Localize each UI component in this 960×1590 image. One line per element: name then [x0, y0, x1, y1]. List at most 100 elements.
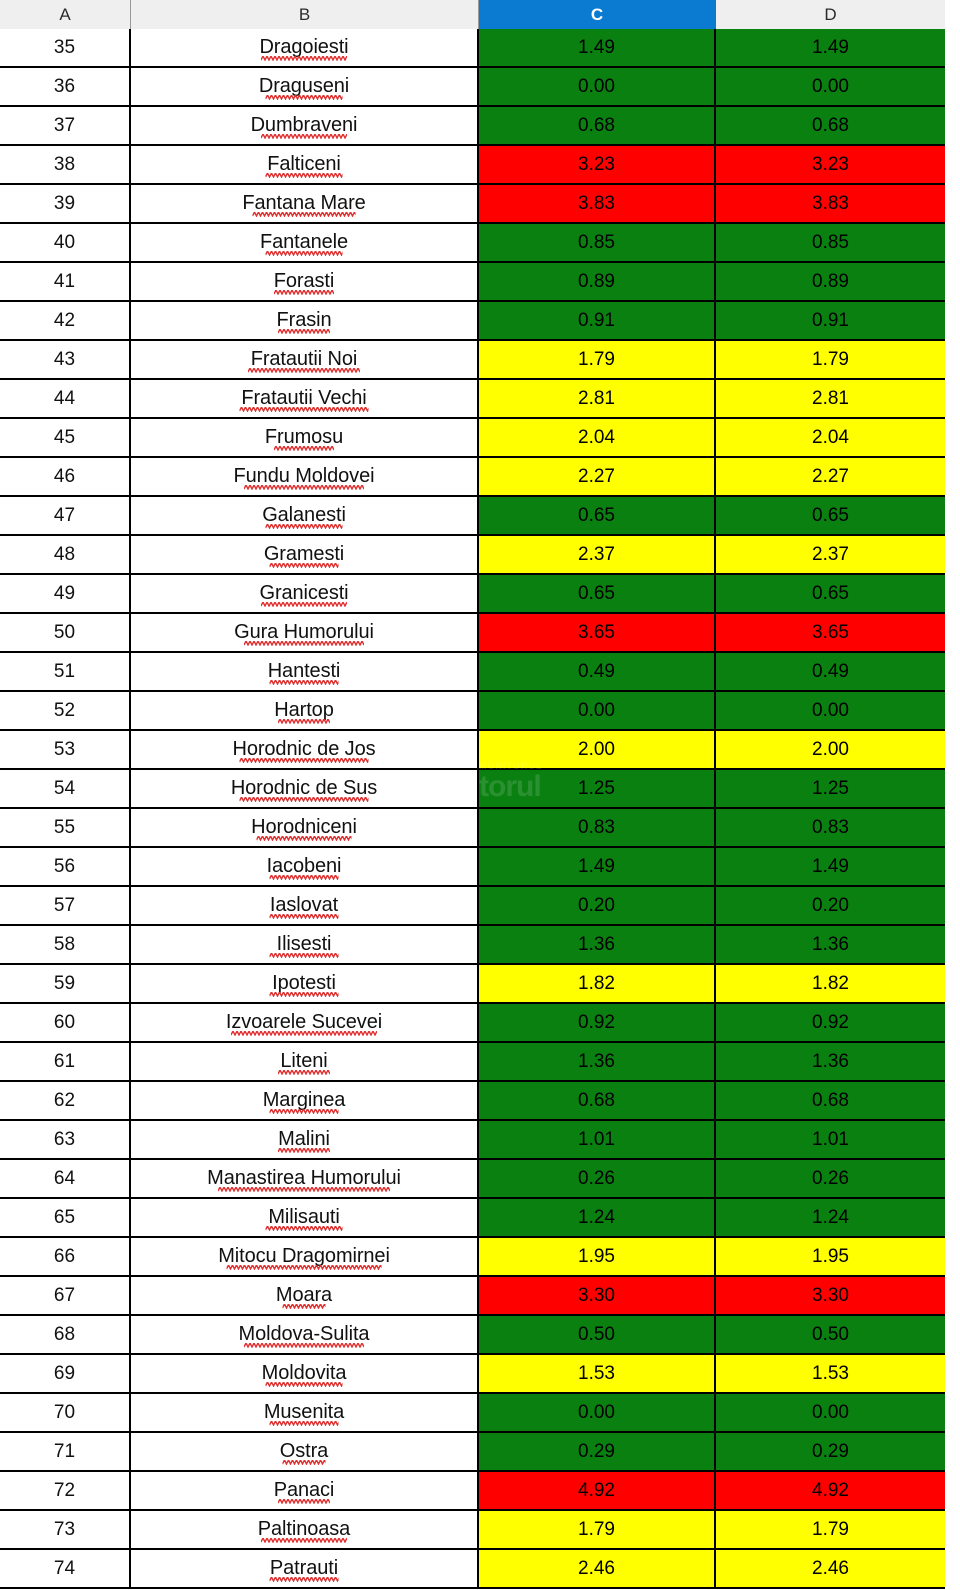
row-header-cell[interactable]: 58: [0, 926, 131, 965]
locality-name-cell[interactable]: Horodniceni: [131, 809, 479, 848]
value-cell-c[interactable]: 1.95: [479, 1238, 716, 1277]
table-row[interactable]: 54 Horodnic de Sus 1.25 1.25: [0, 770, 960, 809]
table-row[interactable]: 46 Fundu Moldovei 2.27 2.27: [0, 458, 960, 497]
table-row[interactable]: 61 Liteni 1.36 1.36: [0, 1043, 960, 1082]
value-cell-c[interactable]: 0.49: [479, 653, 716, 692]
column-header-c[interactable]: C: [479, 0, 716, 29]
row-header-cell[interactable]: 50: [0, 614, 131, 653]
row-header-cell[interactable]: 45: [0, 419, 131, 458]
value-cell-c[interactable]: 2.00: [479, 731, 716, 770]
value-cell-c[interactable]: 2.27: [479, 458, 716, 497]
row-header-cell[interactable]: 39: [0, 185, 131, 224]
value-cell-d[interactable]: 1.79: [716, 341, 945, 380]
table-row[interactable]: 62 Marginea 0.68 0.68: [0, 1082, 960, 1121]
value-cell-d[interactable]: 0.65: [716, 575, 945, 614]
row-header-cell[interactable]: 59: [0, 965, 131, 1004]
value-cell-c[interactable]: 1.49: [479, 848, 716, 887]
table-row[interactable]: 40 Fantanele 0.85 0.85: [0, 224, 960, 263]
value-cell-c[interactable]: 1.24: [479, 1199, 716, 1238]
locality-name-cell[interactable]: Ostra: [131, 1433, 479, 1472]
locality-name-cell[interactable]: Galanesti: [131, 497, 479, 536]
value-cell-c[interactable]: 3.65: [479, 614, 716, 653]
table-row[interactable]: 50 Gura Humorului 3.65 3.65: [0, 614, 960, 653]
table-row[interactable]: 74 Patrauti 2.46 2.46: [0, 1550, 960, 1589]
locality-name-cell[interactable]: Granicesti: [131, 575, 479, 614]
row-header-cell[interactable]: 40: [0, 224, 131, 263]
value-cell-d[interactable]: 0.20: [716, 887, 945, 926]
table-row[interactable]: 60 Izvoarele Sucevei 0.92 0.92: [0, 1004, 960, 1043]
value-cell-c[interactable]: 2.37: [479, 536, 716, 575]
table-row[interactable]: 45 Frumosu 2.04 2.04: [0, 419, 960, 458]
value-cell-c[interactable]: 1.25: [479, 770, 716, 809]
locality-name-cell[interactable]: Mitocu Dragomirnei: [131, 1238, 479, 1277]
row-header-cell[interactable]: 44: [0, 380, 131, 419]
row-header-cell[interactable]: 71: [0, 1433, 131, 1472]
locality-name-cell[interactable]: Dumbraveni: [131, 107, 479, 146]
locality-name-cell[interactable]: Fantanele: [131, 224, 479, 263]
row-header-cell[interactable]: 63: [0, 1121, 131, 1160]
locality-name-cell[interactable]: Iacobeni: [131, 848, 479, 887]
table-row[interactable]: 67 Moara 3.30 3.30: [0, 1277, 960, 1316]
value-cell-c[interactable]: 1.53: [479, 1355, 716, 1394]
row-header-cell[interactable]: 68: [0, 1316, 131, 1355]
value-cell-d[interactable]: 2.81: [716, 380, 945, 419]
value-cell-c[interactable]: 1.82: [479, 965, 716, 1004]
table-row[interactable]: 36 Draguseni 0.00 0.00: [0, 68, 960, 107]
table-row[interactable]: 69 Moldovita 1.53 1.53: [0, 1355, 960, 1394]
row-header-cell[interactable]: 48: [0, 536, 131, 575]
value-cell-c[interactable]: 1.36: [479, 1043, 716, 1082]
locality-name-cell[interactable]: Marginea: [131, 1082, 479, 1121]
value-cell-c[interactable]: 0.00: [479, 68, 716, 107]
table-row[interactable]: 41 Forasti 0.89 0.89: [0, 263, 960, 302]
value-cell-c[interactable]: 0.20: [479, 887, 716, 926]
locality-name-cell[interactable]: Hantesti: [131, 653, 479, 692]
value-cell-c[interactable]: 3.23: [479, 146, 716, 185]
locality-name-cell[interactable]: Fratautii Vechi: [131, 380, 479, 419]
value-cell-c[interactable]: 0.68: [479, 1082, 716, 1121]
value-cell-c[interactable]: 0.26: [479, 1160, 716, 1199]
locality-name-cell[interactable]: Moara: [131, 1277, 479, 1316]
value-cell-d[interactable]: 2.27: [716, 458, 945, 497]
table-row[interactable]: 37 Dumbraveni 0.68 0.68: [0, 107, 960, 146]
locality-name-cell[interactable]: Dragoiesti: [131, 29, 479, 68]
value-cell-d[interactable]: 2.00: [716, 731, 945, 770]
table-row[interactable]: 51 Hantesti 0.49 0.49: [0, 653, 960, 692]
locality-name-cell[interactable]: Ilisesti: [131, 926, 479, 965]
row-header-cell[interactable]: 74: [0, 1550, 131, 1589]
table-row[interactable]: 55 Horodniceni 0.83 0.83: [0, 809, 960, 848]
value-cell-d[interactable]: 0.50: [716, 1316, 945, 1355]
table-row[interactable]: 59 Ipotesti 1.82 1.82: [0, 965, 960, 1004]
row-header-cell[interactable]: 73: [0, 1511, 131, 1550]
value-cell-c[interactable]: 0.85: [479, 224, 716, 263]
locality-name-cell[interactable]: Patrauti: [131, 1550, 479, 1589]
value-cell-d[interactable]: 0.68: [716, 107, 945, 146]
value-cell-d[interactable]: 3.65: [716, 614, 945, 653]
value-cell-c[interactable]: 2.46: [479, 1550, 716, 1589]
column-header-d[interactable]: D: [716, 0, 945, 29]
table-row[interactable]: 56 Iacobeni 1.49 1.49: [0, 848, 960, 887]
row-header-cell[interactable]: 57: [0, 887, 131, 926]
value-cell-d[interactable]: 1.53: [716, 1355, 945, 1394]
table-row[interactable]: 58 Ilisesti 1.36 1.36: [0, 926, 960, 965]
value-cell-c[interactable]: 0.91: [479, 302, 716, 341]
value-cell-c[interactable]: 0.68: [479, 107, 716, 146]
row-header-cell[interactable]: 62: [0, 1082, 131, 1121]
row-header-cell[interactable]: 38: [0, 146, 131, 185]
table-row[interactable]: 63 Malini 1.01 1.01: [0, 1121, 960, 1160]
value-cell-d[interactable]: 1.49: [716, 848, 945, 887]
row-header-cell[interactable]: 47: [0, 497, 131, 536]
value-cell-d[interactable]: 0.29: [716, 1433, 945, 1472]
value-cell-c[interactable]: 4.92: [479, 1472, 716, 1511]
row-header-cell[interactable]: 36: [0, 68, 131, 107]
value-cell-d[interactable]: 0.92: [716, 1004, 945, 1043]
table-row[interactable]: 39 Fantana Mare 3.83 3.83: [0, 185, 960, 224]
value-cell-c[interactable]: 1.36: [479, 926, 716, 965]
table-row[interactable]: 52 Hartop 0.00 0.00: [0, 692, 960, 731]
row-header-cell[interactable]: 43: [0, 341, 131, 380]
value-cell-d[interactable]: 1.95: [716, 1238, 945, 1277]
table-row[interactable]: 70 Musenita 0.00 0.00: [0, 1394, 960, 1433]
value-cell-c[interactable]: 1.79: [479, 1511, 716, 1550]
row-header-cell[interactable]: 60: [0, 1004, 131, 1043]
table-row[interactable]: 44 Fratautii Vechi 2.81 2.81: [0, 380, 960, 419]
value-cell-d[interactable]: 0.49: [716, 653, 945, 692]
